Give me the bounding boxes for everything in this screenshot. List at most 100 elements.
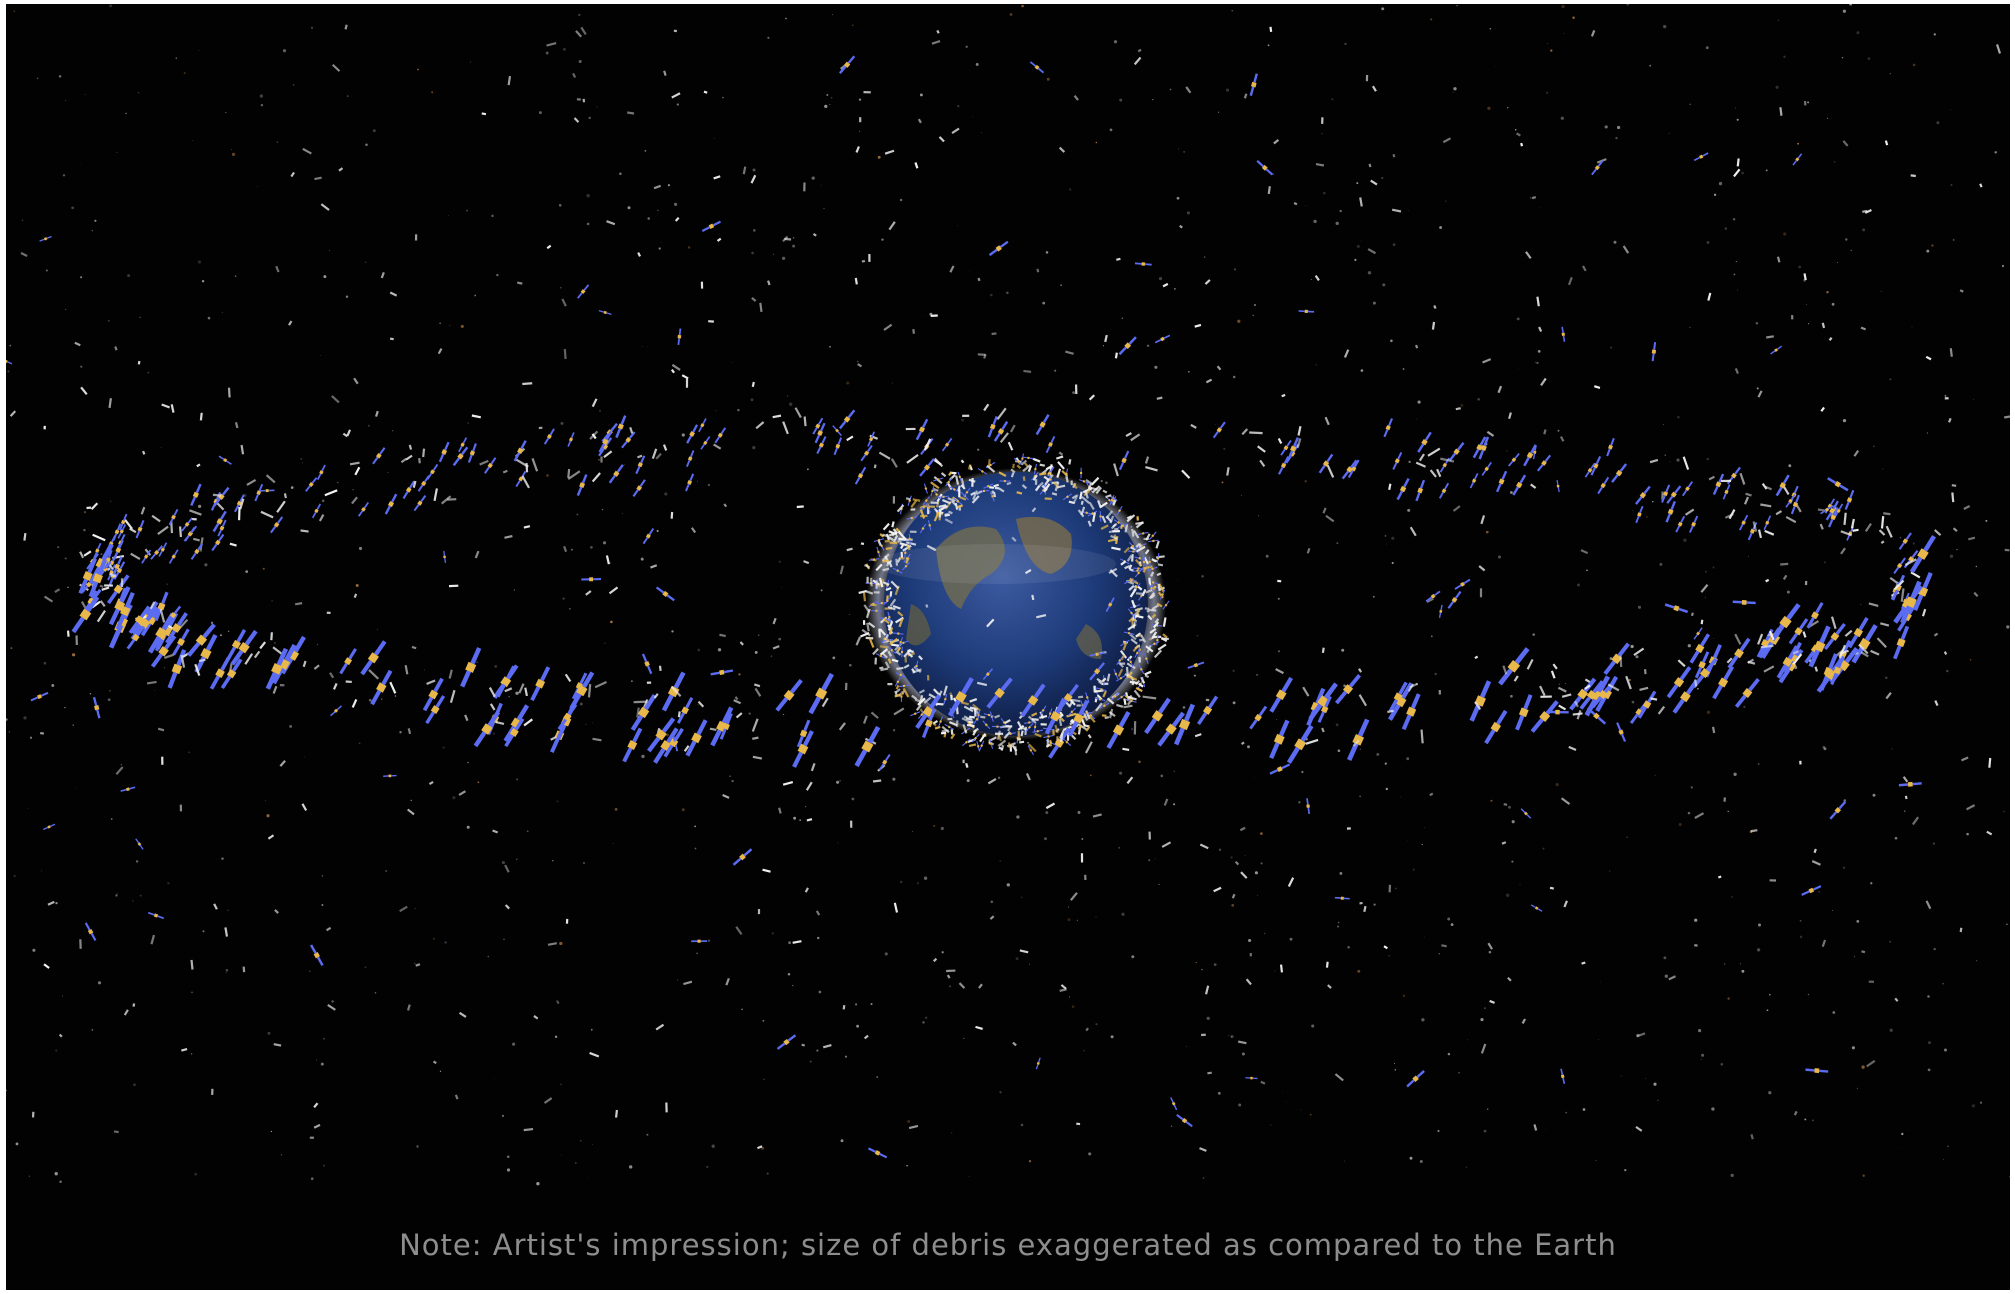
star-icon [741, 1008, 743, 1011]
star-icon [1807, 993, 1810, 996]
debris-fragment-icon [972, 490, 978, 501]
debris-fragment-icon [433, 488, 438, 502]
debris-fragment-icon [1016, 491, 1023, 495]
debris-fragment-icon [318, 514, 325, 522]
debris-fragment-icon [1120, 560, 1127, 566]
satellite-icon [1733, 676, 1762, 710]
star-icon [641, 754, 645, 759]
debris-fragment-icon [881, 553, 890, 562]
debris-fragment-icon [999, 432, 1009, 444]
debris-fragment-icon [655, 452, 662, 460]
star-icon [856, 360, 859, 363]
debris-fragment-icon [332, 682, 338, 690]
star-icon [431, 91, 434, 94]
star-icon [1663, 24, 1667, 29]
debris-fragment-icon [976, 681, 988, 687]
star-icon [368, 698, 372, 702]
star-icon [1421, 843, 1423, 846]
debris-fragment-icon [196, 463, 201, 468]
debris-fragment-icon [302, 660, 307, 668]
satellite-icon [1602, 641, 1632, 677]
debris-fragment-icon [246, 478, 257, 486]
debris-fragment-icon [1068, 459, 1072, 465]
debris-fragment-icon [1054, 724, 1059, 734]
star-icon [1016, 815, 1020, 819]
star-icon [1510, 491, 1513, 494]
star-icon [1911, 326, 1913, 328]
star-icon [300, 457, 303, 460]
debris-fragment-icon [1526, 658, 1534, 670]
debris-fragment-icon [1530, 483, 1537, 489]
star-icon [120, 764, 122, 766]
star-icon [1645, 1078, 1646, 1079]
star-icon [110, 818, 113, 820]
star-icon [1946, 669, 1949, 673]
debris-fragment-icon [1306, 547, 1311, 554]
debris-fragment-icon [1757, 633, 1764, 645]
debris-fragment-icon [309, 1136, 314, 1139]
debris-fragment-icon [314, 176, 322, 181]
debris-fragment-icon [1157, 591, 1164, 599]
debris-fragment-icon [1106, 697, 1115, 705]
debris-fragment-icon [1010, 468, 1016, 474]
star-icon [1174, 288, 1176, 290]
debris-fragment-icon [1234, 860, 1240, 866]
star-icon [107, 319, 110, 322]
star-icon [1565, 682, 1567, 684]
debris-fragment-icon [991, 332, 997, 336]
debris-fragment-icon [716, 237, 722, 242]
debris-fragment-icon [239, 498, 245, 510]
debris-fragment-icon [1933, 529, 1942, 536]
satellite-icon [442, 550, 447, 564]
debris-fragment-icon [274, 909, 279, 914]
star-icon [1713, 638, 1715, 639]
star-icon [65, 100, 67, 102]
debris-fragment-icon [1020, 459, 1028, 466]
star-icon [1458, 1072, 1460, 1074]
star-icon [789, 402, 793, 406]
debris-fragment-icon [1079, 491, 1083, 500]
debris-fragment-icon [113, 1130, 119, 1134]
debris-fragment-icon [1802, 631, 1807, 638]
star-icon [1217, 111, 1220, 113]
satellite-icon [1898, 781, 1922, 788]
star-icon [1119, 98, 1123, 102]
star-icon [713, 137, 715, 140]
debris-fragment-icon [1775, 510, 1783, 516]
star-icon [1856, 1087, 1858, 1089]
star-icon [1356, 182, 1359, 185]
star-icon [1912, 542, 1915, 545]
star-icon [1305, 205, 1307, 207]
star-icon [598, 409, 602, 412]
debris-fragment-icon [437, 348, 443, 355]
debris-fragment-icon [1034, 732, 1042, 738]
debris-fragment-icon [1925, 900, 1932, 910]
star-icon [94, 219, 97, 222]
satellite-icon [1511, 473, 1528, 497]
debris-fragment-icon [897, 530, 906, 540]
debris-fragment-icon [1077, 723, 1087, 731]
star-icon [1652, 500, 1654, 503]
debris-fragment-icon [1114, 352, 1118, 359]
debris-fragment-icon [1151, 558, 1157, 563]
debris-fragment-icon [933, 507, 939, 514]
satellite-icon [1454, 578, 1471, 591]
star-icon [1439, 226, 1443, 229]
star-icon [6, 718, 8, 721]
debris-fragment-icon [947, 497, 956, 503]
debris-fragment-icon [504, 534, 513, 539]
debris-fragment-icon [1088, 714, 1096, 723]
star-icon [1230, 856, 1233, 859]
debris-fragment-icon [846, 547, 853, 552]
star-icon [1173, 803, 1176, 806]
debris-fragment-icon [1135, 521, 1144, 525]
star-icon [1453, 87, 1457, 91]
star-icon [323, 275, 327, 279]
debris-fragment-icon [1257, 445, 1266, 453]
debris-fragment-icon [892, 528, 898, 535]
star-icon [1154, 858, 1156, 860]
debris-fragment-icon [1119, 662, 1126, 665]
satellite-icon [1650, 341, 1658, 362]
star-icon [1586, 569, 1588, 572]
debris-fragment-icon [910, 499, 918, 508]
